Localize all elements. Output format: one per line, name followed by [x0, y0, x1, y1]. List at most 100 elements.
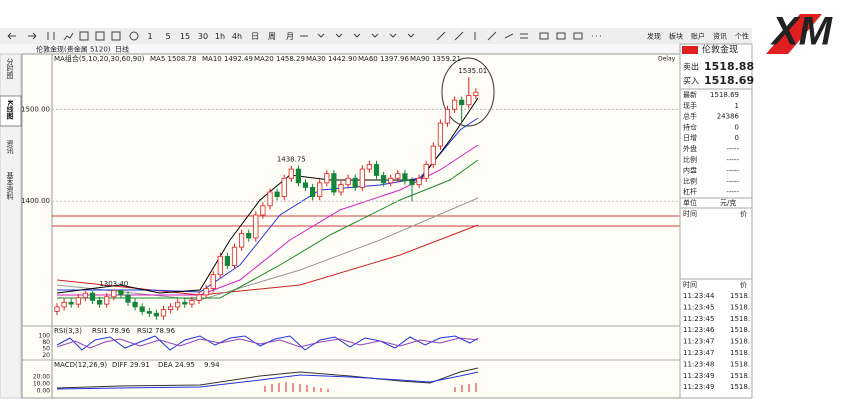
- menu-item[interactable]: 板块: [669, 32, 683, 41]
- field-label: 现手: [683, 101, 697, 110]
- sell-label: 卖出: [683, 62, 699, 72]
- trade-price: 1518.: [730, 372, 750, 380]
- period-button[interactable]: 日: [251, 32, 259, 41]
- field-value: 24386: [717, 113, 740, 121]
- period-button[interactable]: 周: [268, 32, 276, 41]
- candle-body: [82, 292, 88, 299]
- period-button[interactable]: 4h: [232, 32, 242, 41]
- quote-title: 伦敦金现: [702, 44, 738, 56]
- period-button[interactable]: 月: [286, 32, 294, 41]
- candle-body: [338, 184, 344, 193]
- candle-body: [75, 297, 81, 305]
- candle-body: [89, 292, 96, 301]
- candle-body: [238, 232, 245, 248]
- candle-body: [224, 255, 230, 266]
- trade-time: 11:23:45: [683, 315, 714, 323]
- rsi-line: [56, 337, 479, 349]
- period-button[interactable]: 30: [198, 32, 208, 41]
- candle-body: [139, 306, 145, 312]
- side-tabs: [0, 53, 22, 399]
- candle-body: [217, 255, 223, 276]
- side-tab[interactable]: 资讯: [6, 139, 14, 155]
- candle-body: [473, 91, 479, 96]
- field-value: 0: [735, 134, 739, 142]
- candle-body: [288, 168, 294, 179]
- candle-body: [437, 122, 444, 147]
- candle-body: [153, 312, 159, 317]
- field-label: 日增: [683, 133, 697, 142]
- side-tab[interactable]: K线图: [6, 100, 14, 121]
- candle-body: [281, 177, 287, 198]
- trade-price: 1518.: [730, 360, 750, 368]
- ma-value: MA20 1458.29: [254, 55, 305, 63]
- highlight-circle: [441, 57, 495, 127]
- macd-title: MACD(12,26,9): [54, 361, 107, 369]
- menu-item[interactable]: 账户: [691, 32, 705, 41]
- candle-body: [167, 306, 174, 311]
- unit-value: 元/克: [720, 199, 736, 207]
- period-button[interactable]: 15: [180, 32, 190, 41]
- delay-label: Delay: [658, 56, 676, 63]
- candle-body: [402, 173, 408, 182]
- menu-item[interactable]: 个性: [735, 32, 749, 41]
- field-value: 0: [735, 123, 739, 131]
- period-label: 日线: [115, 45, 129, 54]
- period-button[interactable]: 1h: [215, 32, 225, 41]
- candle-body: [189, 300, 195, 305]
- ma-value: MA5 1508.78: [150, 55, 196, 63]
- period-button[interactable]: 5: [165, 32, 170, 41]
- macd-tick: 10.00: [33, 381, 50, 388]
- ma-value: MA60 1397.96: [358, 55, 409, 63]
- candle-body: [317, 182, 323, 198]
- rsi-tick: 100: [39, 333, 51, 340]
- candle-body: [118, 289, 124, 296]
- high-label: 1535.01: [458, 67, 487, 75]
- indicator-name: MA组合(5,10,20,30,60,90): [54, 54, 145, 63]
- candle-body: [274, 191, 280, 198]
- candle-body: [182, 301, 188, 305]
- candle-body: [97, 300, 103, 305]
- candle-body: [196, 294, 202, 301]
- trade-price: 1518.: [730, 383, 750, 391]
- trade-price: 1518.: [730, 315, 750, 323]
- trade-price: 1518.: [730, 326, 750, 334]
- logo: XM: [770, 10, 834, 54]
- sell-price: 1518.88: [704, 60, 754, 73]
- trade-header: 时间: [683, 280, 697, 289]
- candle-body: [175, 301, 181, 308]
- macd-line: [56, 371, 479, 390]
- symbol-bar: [0, 44, 752, 54]
- field-label: 持仓: [683, 122, 697, 131]
- symbol-name: 伦敦金现(贵金属 5120): [36, 45, 111, 54]
- rsi-value: RSI2 78.96: [137, 327, 176, 335]
- trade-header: 时间: [683, 209, 697, 218]
- side-tab[interactable]: 分时图: [6, 57, 14, 80]
- candle-body: [132, 301, 138, 308]
- candle-body: [203, 288, 209, 296]
- rsi-tick: 50: [42, 346, 50, 353]
- y-tick-label: 1400.00: [21, 197, 50, 205]
- trade-price: 1518.: [730, 338, 750, 346]
- menu-item[interactable]: 资讯: [713, 32, 727, 41]
- field-value: -----: [726, 156, 739, 164]
- toolbar-icons: [7, 31, 601, 41]
- trade-header: 价: [740, 281, 747, 289]
- field-label: 比例: [683, 155, 697, 164]
- candle-body: [61, 301, 67, 308]
- trade-time: 11:23:48: [683, 360, 714, 368]
- candle-body: [160, 309, 167, 317]
- buy-label: 买入: [683, 77, 699, 86]
- menu-item[interactable]: 发现: [647, 32, 661, 41]
- candle-body: [146, 311, 152, 314]
- buy-price: 1518.69: [704, 74, 754, 87]
- trade-time: 11:23:46: [683, 326, 715, 334]
- side-tab[interactable]: 基本资料: [6, 171, 14, 201]
- trade-time: 11:23:44: [683, 292, 715, 300]
- rsi-tick: 80: [42, 339, 50, 346]
- candle-body: [373, 164, 380, 176]
- field-label: 最新: [683, 90, 697, 99]
- trade-header: 价: [740, 210, 747, 218]
- candle-body: [395, 173, 401, 179]
- period-button[interactable]: 1: [147, 32, 152, 41]
- candle-body: [309, 187, 316, 198]
